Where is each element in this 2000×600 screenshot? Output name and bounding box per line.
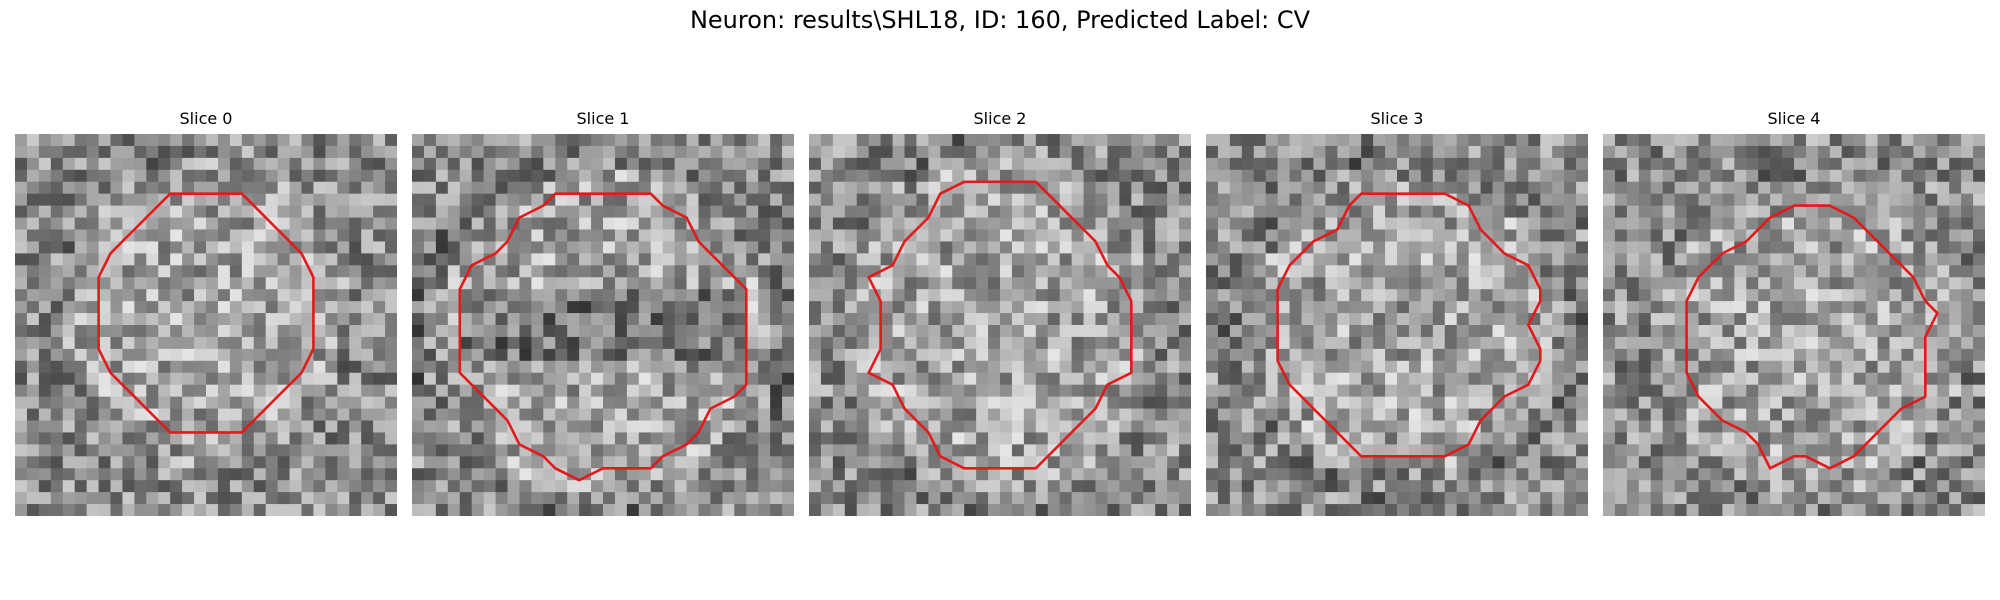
slice-panel-3: Slice 3 bbox=[1206, 108, 1588, 516]
slice-title-2: Slice 2 bbox=[973, 109, 1027, 128]
slice-image-2 bbox=[809, 134, 1191, 516]
slice-title-1: Slice 1 bbox=[576, 109, 630, 128]
segmentation-contour-4 bbox=[1685, 204, 1939, 470]
slice-image-4 bbox=[1603, 134, 1985, 516]
slice-image-3 bbox=[1206, 134, 1588, 516]
slice-title-4: Slice 4 bbox=[1767, 109, 1821, 128]
slice-panel-1: Slice 1 bbox=[412, 108, 794, 516]
slice-panel-4: Slice 4 bbox=[1603, 108, 1985, 516]
figure-title: Neuron: results\SHL18, ID: 160, Predicte… bbox=[689, 6, 1311, 34]
segmentation-contour-1 bbox=[458, 192, 748, 482]
segmentation-contour-3 bbox=[1276, 192, 1542, 458]
slice-panel-0: Slice 0 bbox=[15, 108, 397, 516]
slice-title-3: Slice 3 bbox=[1370, 109, 1424, 128]
slice-title-0: Slice 0 bbox=[179, 109, 233, 128]
slice-image-0 bbox=[15, 134, 397, 516]
segmentation-contour-2 bbox=[867, 180, 1133, 470]
segmentation-contour-0 bbox=[97, 192, 315, 434]
slice-panel-2: Slice 2 bbox=[809, 108, 1191, 516]
slice-image-1 bbox=[412, 134, 794, 516]
